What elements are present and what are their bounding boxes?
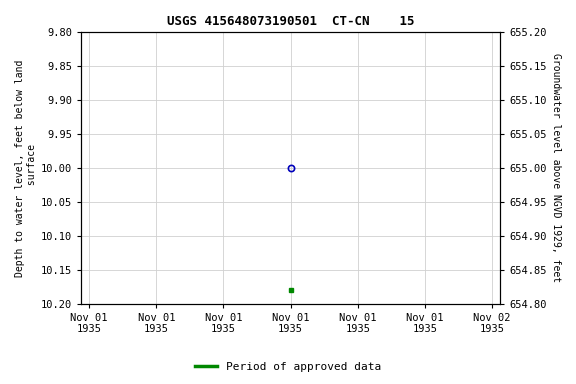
Y-axis label: Groundwater level above NGVD 1929, feet: Groundwater level above NGVD 1929, feet bbox=[551, 53, 561, 283]
Y-axis label: Depth to water level, feet below land
 surface: Depth to water level, feet below land su… bbox=[15, 59, 37, 276]
Legend: Period of approved data: Period of approved data bbox=[191, 358, 385, 377]
Title: USGS 415648073190501  CT-CN    15: USGS 415648073190501 CT-CN 15 bbox=[167, 15, 414, 28]
